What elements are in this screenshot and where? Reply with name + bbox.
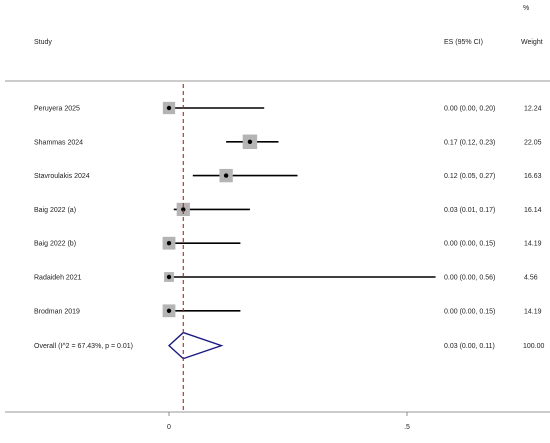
study-label: Baig 2022 (b) <box>34 241 76 248</box>
study-weight: 22.05 <box>524 139 542 146</box>
study-row: Baig 2022 (b) 0.00 (0.00, 0.15) 14.19 <box>34 236 542 250</box>
study-rows: Peruyera 2025 0.00 (0.00, 0.20) 12.24 Shamm… <box>34 101 542 318</box>
study-row: Baig 2022 (a) 0.03 (0.01, 0.17) 16.14 <box>34 202 542 217</box>
study-label: Radaideh 2021 <box>34 275 82 282</box>
study-weight: 14.19 <box>524 308 542 315</box>
point-estimate <box>166 241 172 246</box>
x-axis-ticks: 0.5 <box>167 412 410 431</box>
effect-size-ci: 0.00 (0.00, 0.56) <box>444 275 495 282</box>
effect-size-ci: 0.12 (0.05, 0.27) <box>444 173 495 180</box>
study-weight: 12.24 <box>524 106 542 113</box>
overall-label: Overall (I^2 = 67.43%, p = 0.01) <box>34 343 133 350</box>
study-row: Radaideh 2021 0.00 (0.00, 0.56) 4.56 <box>34 272 538 282</box>
point-estimate <box>166 308 172 313</box>
point-estimate <box>166 105 172 111</box>
study-weight: 14.19 <box>524 241 542 248</box>
point-estimate <box>247 139 253 144</box>
study-row: Stavroulakis 2024 0.12 (0.05, 0.27) 16.63 <box>34 168 542 183</box>
weight-percent-header: % <box>523 5 529 12</box>
overall-row: Overall (I^2 = 67.43%, p = 0.01) 0.03 (0.… <box>34 331 545 360</box>
study-label: Baig 2022 (a) <box>34 207 76 214</box>
weight-column-header: Weight <box>521 39 543 46</box>
x-tick-label: 0 <box>167 424 171 431</box>
effect-size-ci: 0.00 (0.00, 0.15) <box>444 241 495 248</box>
point-estimate <box>181 207 186 212</box>
study-label: Stavroulakis 2024 <box>34 173 90 180</box>
point-estimate <box>166 274 172 280</box>
study-label: Peruyera 2025 <box>34 106 80 113</box>
effect-size-ci: 0.17 (0.12, 0.23) <box>444 139 495 146</box>
point-estimate <box>223 173 229 178</box>
overall-weight: 100.00 <box>523 343 545 350</box>
effect-size-ci: 0.03 (0.01, 0.17) <box>444 207 495 214</box>
study-column-header: Study <box>34 39 52 46</box>
study-row: Shammas 2024 0.17 (0.12, 0.23) 22.05 <box>34 134 542 150</box>
study-label: Brodman 2019 <box>34 308 80 315</box>
overall-effect-size-ci: 0.03 (0.00, 0.11) <box>444 343 495 350</box>
effect-size-ci: 0.00 (0.00, 0.15) <box>444 308 495 315</box>
effect-size-ci: 0.00 (0.00, 0.20) <box>444 106 495 113</box>
study-row: Peruyera 2025 0.00 (0.00, 0.20) 12.24 <box>34 101 542 115</box>
study-label: Shammas 2024 <box>34 139 83 146</box>
study-weight: 4.56 <box>524 275 538 282</box>
es-column-header: ES (95% CI) <box>444 39 483 46</box>
study-weight: 16.14 <box>524 207 542 214</box>
study-row: Brodman 2019 0.00 (0.00, 0.15) 14.19 <box>34 304 542 318</box>
x-tick-label: .5 <box>404 424 410 431</box>
overall-diamond <box>167 331 224 360</box>
study-weight: 16.63 <box>524 173 542 180</box>
